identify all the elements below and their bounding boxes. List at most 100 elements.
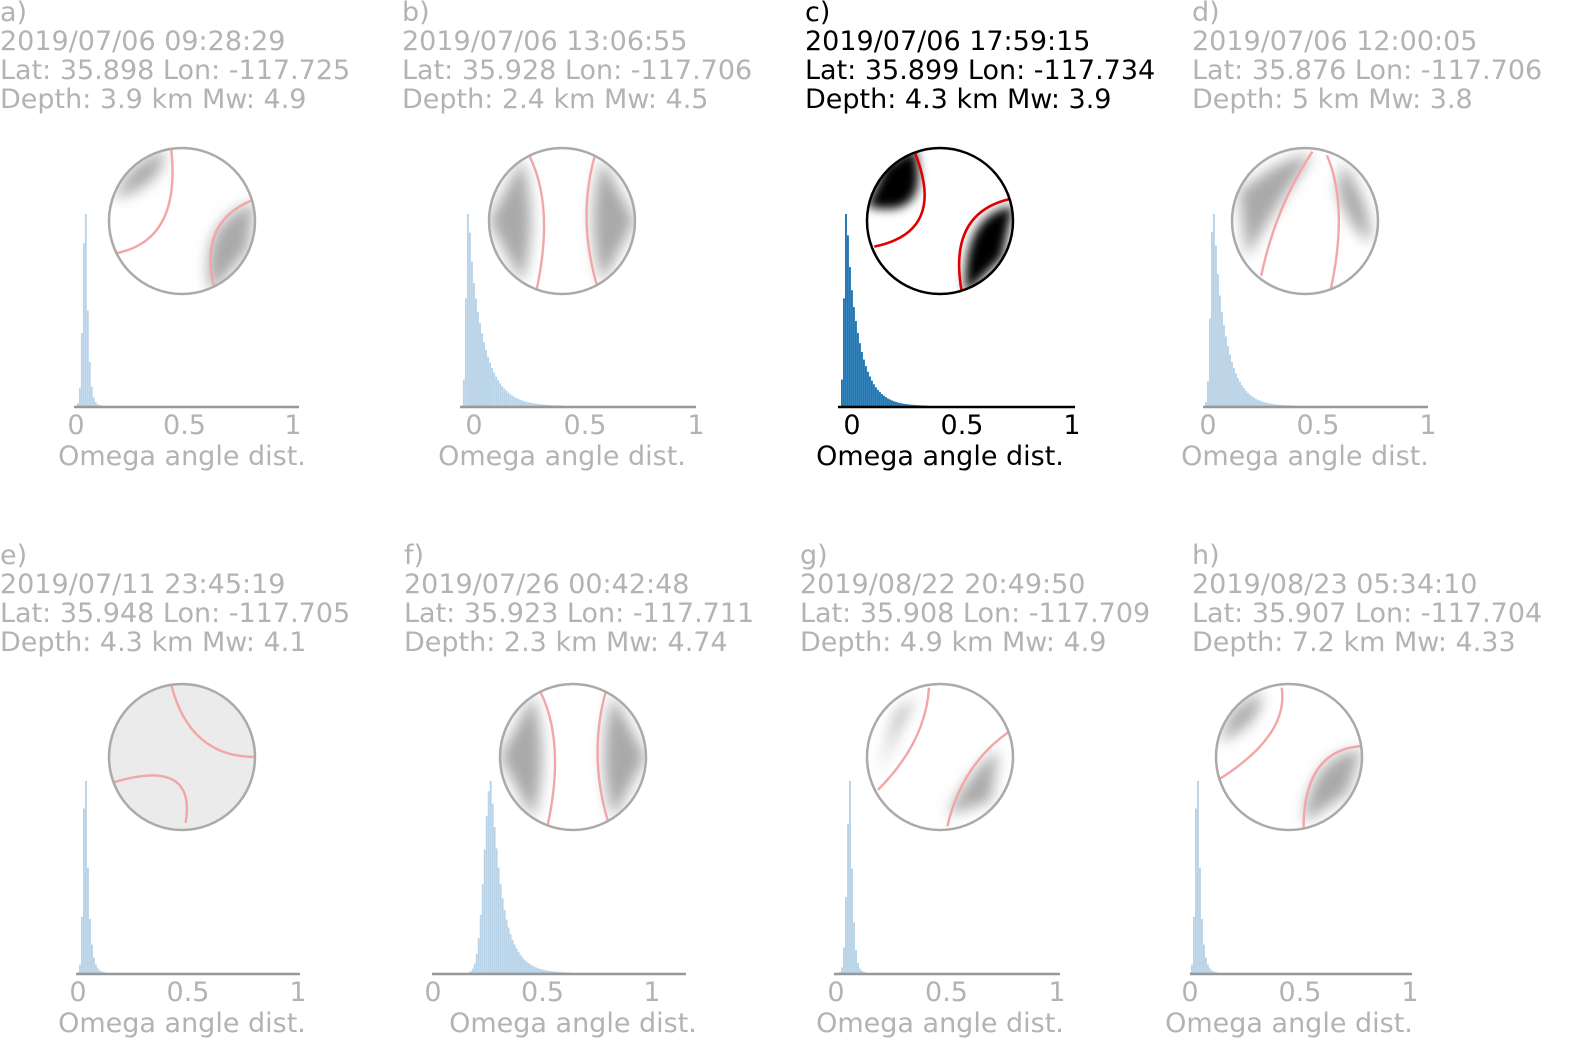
histogram-bar [476,954,478,973]
histogram-bar [1211,970,1213,973]
histogram-bar [522,957,524,973]
histogram-bar [887,398,889,406]
histogram-bar [481,333,483,406]
histogram-bar [863,360,865,406]
histogram-bar [1215,245,1217,406]
histogram-bar [479,323,481,406]
histogram-bar [525,402,527,406]
x-axis-label: Omega angle dist. [1181,441,1429,472]
x-tick-label: 1 [1048,977,1065,1008]
histogram-bar [518,952,520,973]
histogram-bar [857,333,859,406]
histogram-bar [1191,965,1193,973]
histogram-bar [508,928,510,973]
x-tick-label: 0 [424,977,441,1008]
histogram-bar [1205,402,1207,406]
compressional-quadrant [867,148,918,209]
histogram-bar [881,394,883,406]
histogram-bar [873,384,875,406]
histogram-bar [849,267,851,406]
histogram-bar [1255,399,1257,406]
histogram-bar [899,403,901,406]
histogram-bar [534,404,536,406]
histogram-bar [83,243,85,406]
x-tick-label: 0.5 [925,977,968,1008]
histogram-bar [1207,381,1209,406]
histogram-bar [503,389,505,406]
histogram-bar [845,214,847,406]
histogram-bar [469,233,471,406]
x-tick-label: 1 [284,410,301,441]
histogram-bar [1201,919,1203,973]
histogram-bar [83,809,85,973]
histogram-bar [889,400,891,406]
histogram-bar [545,970,547,973]
histogram-bar [883,396,885,406]
histogram-bar [861,971,863,973]
histogram-bar [482,884,484,973]
histogram-bar [475,299,477,406]
histogram-bar [493,373,495,406]
x-tick-label: 0 [67,410,84,441]
x-tick-label: 1 [1063,410,1080,441]
histogram-bar [87,311,89,406]
histogram-bar [1199,868,1201,973]
x-tick-label: 0 [465,410,482,441]
histogram-bar [1209,319,1211,406]
histogram-bar [77,403,79,406]
histogram-bar [532,966,534,973]
histogram-bar [498,868,500,973]
histogram-bar [1231,362,1233,406]
histogram-bar [895,402,897,406]
histogram-bar [484,849,486,973]
histogram-bar [851,290,853,406]
histogram-bar [879,392,881,406]
histogram-bar [843,948,845,973]
histogram-bar [1197,781,1199,973]
histogram-bar [490,781,492,973]
histogram-bar [861,352,863,406]
histogram-bar [853,922,855,973]
histogram-bar [507,393,509,406]
histogram-bar [517,399,519,406]
x-tick-label: 0 [1199,410,1216,441]
histogram-bar [847,235,849,406]
histogram-bar [1207,965,1209,973]
histogram-bar [470,971,472,973]
histogram-bar [521,401,523,406]
x-tick-label: 0.5 [521,977,564,1008]
x-tick-label: 0 [1181,977,1198,1008]
histogram-bar [463,380,465,406]
histogram-bar [97,968,99,973]
x-tick-label: 0.5 [1279,977,1322,1008]
histogram-bar [1193,917,1195,973]
histogram-bar [467,214,469,406]
histogram-bar [477,312,479,406]
histogram-bar [1273,404,1275,406]
histogram-bar [485,350,487,406]
histogram-bar [859,969,861,973]
histogram-bar [536,968,538,973]
x-axis-label: Omega angle dist. [816,441,1064,472]
histogram-bar [85,214,87,406]
x-tick-label: 0.5 [163,410,206,441]
histogram-bar [1203,945,1205,973]
histogram-bar [1247,393,1249,406]
histogram-bar [1239,382,1241,406]
histogram-bar [93,397,95,406]
histogram-bar [885,397,887,406]
x-tick-label: 0 [843,410,860,441]
histogram-bar [869,377,871,406]
histogram-bar [79,965,81,973]
histogram-bar [1259,401,1261,406]
x-tick-label: 1 [1401,977,1418,1008]
x-tick-label: 0.5 [564,410,607,441]
